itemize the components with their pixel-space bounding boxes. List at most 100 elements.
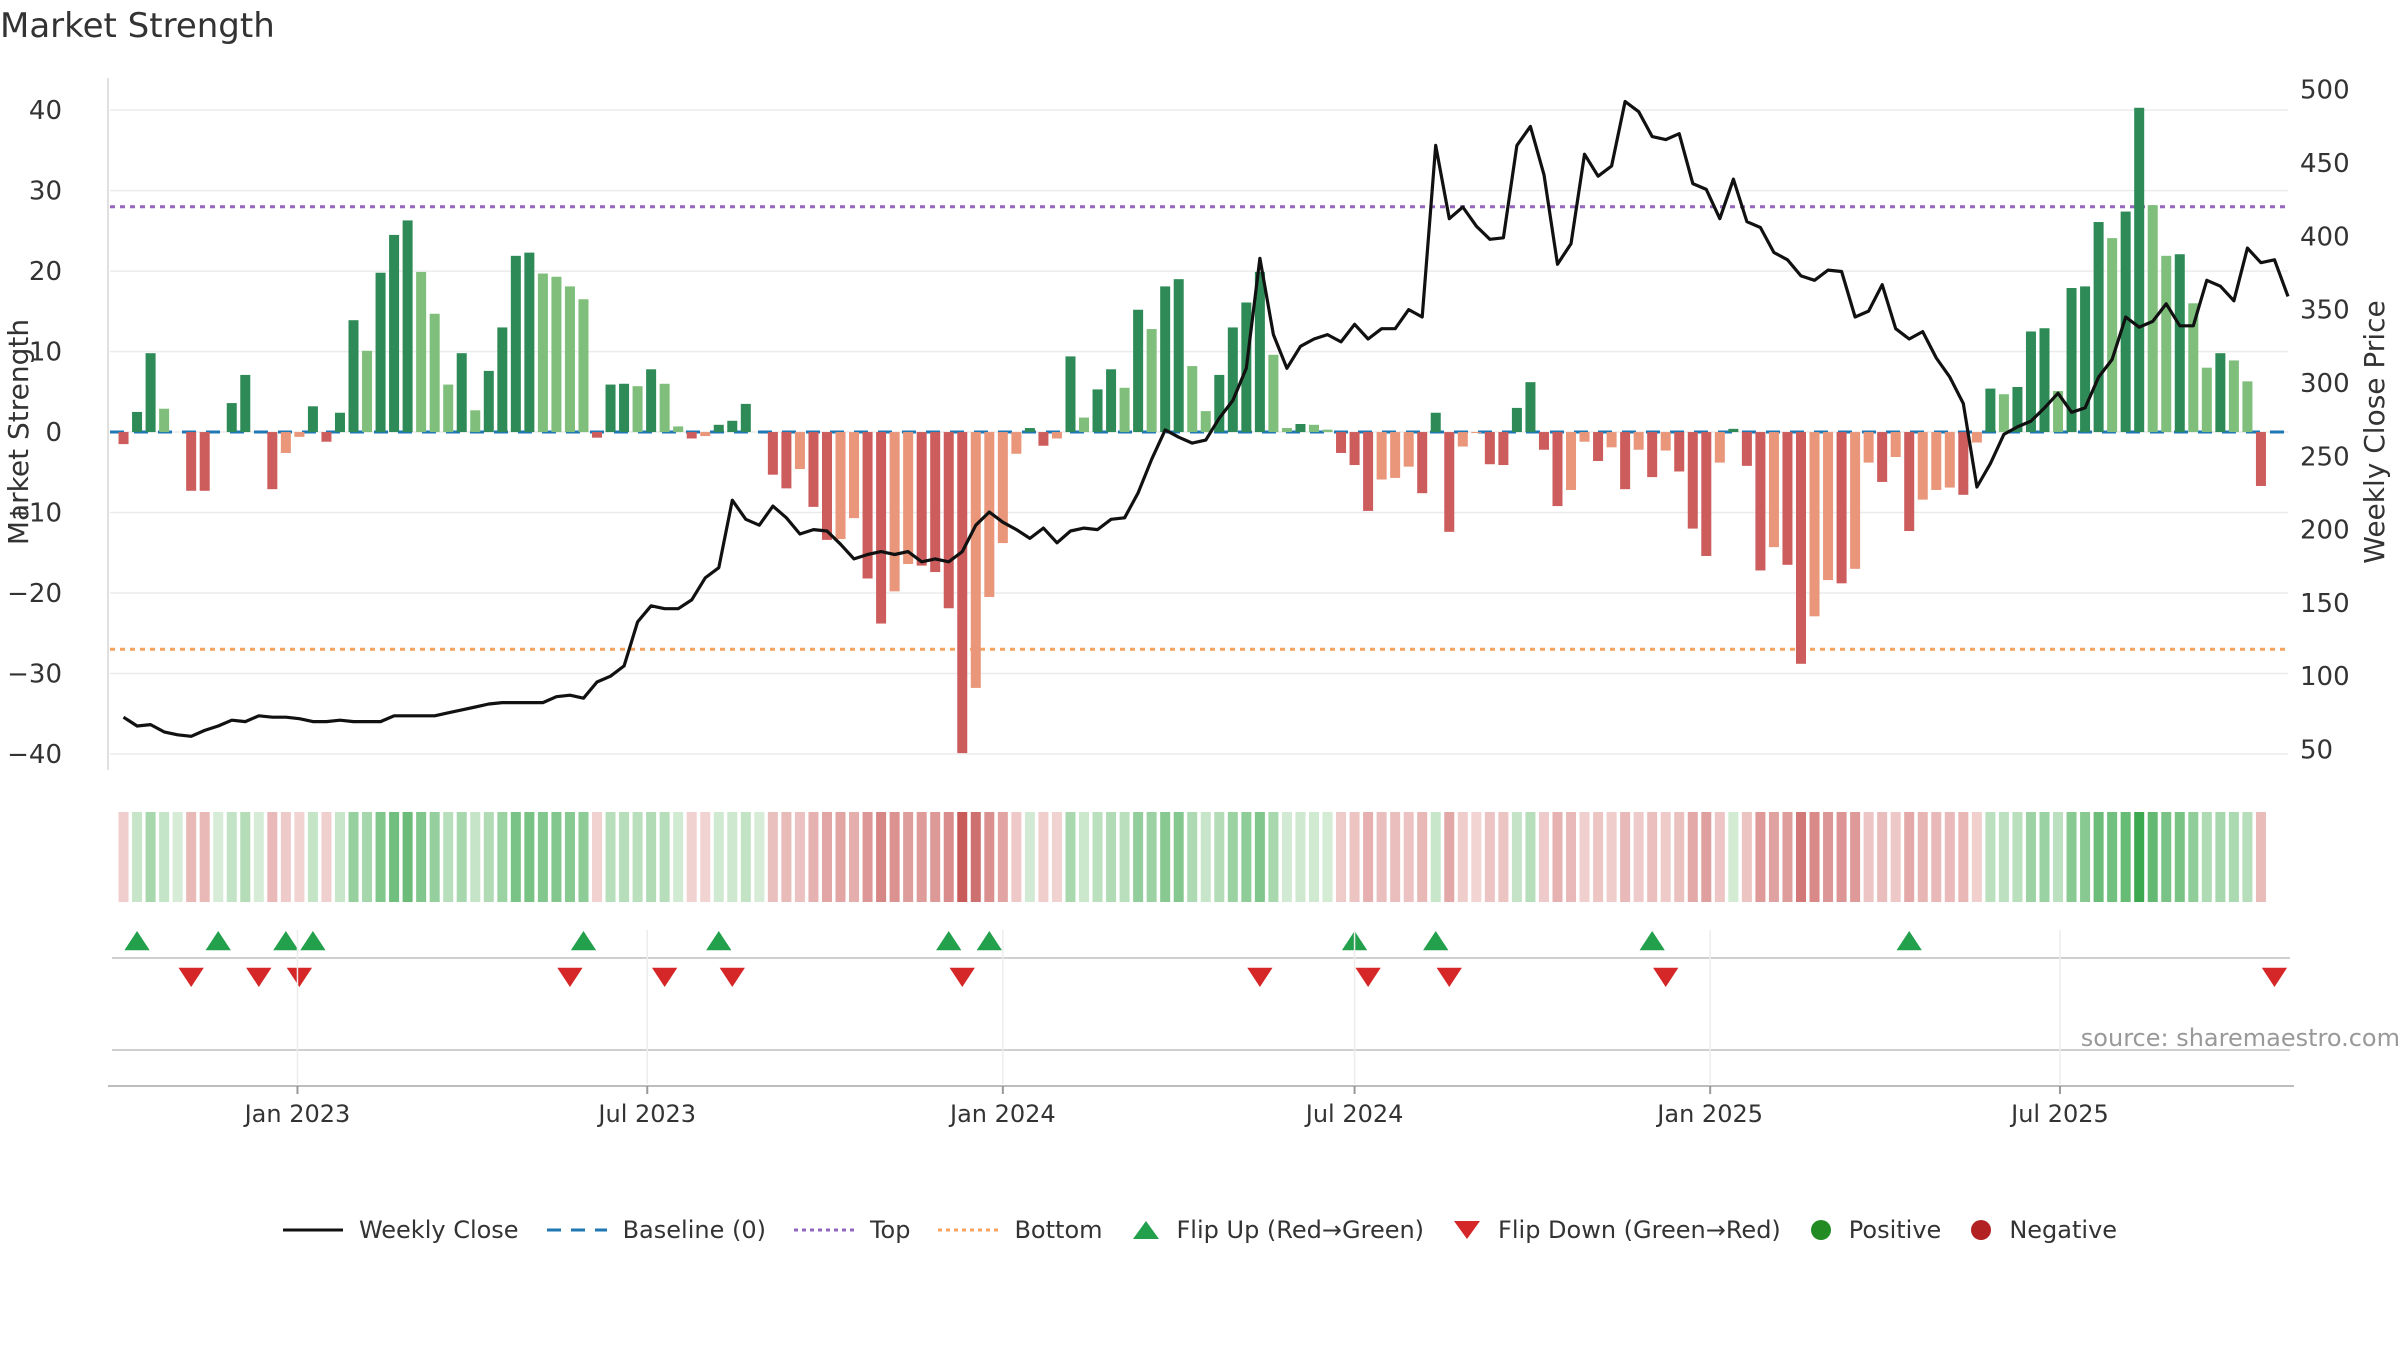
strength-bar	[1552, 432, 1563, 507]
strength-bar	[943, 432, 954, 609]
strength-bar	[2039, 328, 2050, 433]
strength-bar	[470, 410, 481, 433]
flip-down-marker	[1436, 967, 1462, 987]
heat-cell	[307, 812, 318, 902]
heat-cell	[1173, 812, 1184, 902]
strength-bar	[1119, 387, 1130, 433]
strength-bar	[1579, 432, 1590, 442]
strength-bar	[524, 252, 535, 433]
heat-cell	[402, 812, 413, 902]
axes: −40 −30 −20 −10 0 10 20 30 40 50 100 150 200 250 300 35…	[7, 76, 2350, 770]
heat-cell	[1741, 812, 1752, 902]
y-tick-label: 0	[45, 418, 62, 448]
strength-bar	[1484, 432, 1495, 465]
strength-bar	[889, 432, 900, 592]
heat-cell	[1444, 812, 1455, 902]
heat-cell	[551, 812, 562, 902]
heat-cell	[362, 812, 373, 902]
strength-bar	[984, 432, 995, 597]
heat-cell	[524, 812, 535, 902]
strength-bar	[1917, 432, 1928, 500]
flip-down-marker	[651, 967, 678, 987]
heat-cell	[334, 812, 345, 902]
strength-bar	[1471, 432, 1482, 434]
heat-cell	[2147, 812, 2158, 902]
heat-cell	[1146, 812, 1157, 902]
legend-item-baseline: Baseline (0)	[546, 1216, 766, 1244]
strength-bar	[2066, 288, 2077, 433]
flip-down-marker	[246, 967, 272, 987]
strength-bar	[1998, 394, 2009, 433]
heat-cell	[2228, 812, 2239, 902]
y2-tick-label: 400	[2300, 222, 2350, 252]
market-strength-chart: −40 −30 −20 −10 0 10 20 30 40 50 100 150 200 250 300 35…	[2, 76, 2391, 1128]
heat-cell	[916, 812, 927, 902]
heat-cell	[2161, 812, 2172, 902]
strength-bar	[903, 432, 914, 565]
heat-cell	[903, 812, 914, 902]
y2-tick-label: 350	[2300, 296, 2350, 326]
heat-cell	[1647, 812, 1658, 902]
strength-bar	[280, 432, 291, 453]
strength-bar	[1363, 432, 1374, 511]
heat-cell	[456, 812, 467, 902]
heat-cell	[984, 812, 995, 902]
strength-bar	[1511, 407, 1522, 433]
strength-bar	[1011, 432, 1022, 454]
strength-bar	[267, 432, 278, 490]
strength-bar	[1660, 432, 1671, 451]
heat-cell	[1863, 812, 1874, 902]
legend-dotted-icon	[938, 1228, 999, 1232]
heat-cell	[1904, 812, 1915, 902]
heat-cell	[2107, 812, 2118, 902]
heat-cell	[713, 812, 724, 902]
strength-bar	[1038, 432, 1049, 446]
heat-cell	[2053, 812, 2064, 902]
heat-cell	[1322, 812, 1333, 902]
flip-up-marker	[976, 931, 1002, 951]
heat-cell	[1471, 812, 1482, 902]
heat-cell	[1606, 812, 1617, 902]
flip-up-marker	[124, 931, 150, 951]
strength-bar	[334, 412, 345, 433]
heat-cell	[930, 812, 941, 902]
flip-down-marker	[2261, 967, 2288, 987]
heat-cell	[2093, 812, 2104, 902]
strength-bar	[443, 384, 454, 433]
strength-bar	[1877, 432, 1888, 482]
legend-item-flip-down: Flip Down (Green→Red)	[1452, 1216, 1781, 1244]
y-axis-label: Market Strength	[2, 319, 35, 545]
strength-bar	[1349, 432, 1360, 466]
gridlines	[110, 109, 2288, 755]
heat-cell	[186, 812, 197, 902]
heat-cell	[835, 812, 846, 902]
heat-cell	[1295, 812, 1306, 902]
strength-bar	[118, 432, 129, 445]
strength-bar	[132, 411, 143, 433]
strength-bar	[564, 286, 575, 433]
heat-cell	[1511, 812, 1522, 902]
strength-bar	[2188, 303, 2199, 433]
heat-cell	[889, 812, 900, 902]
flip-up-marker	[1639, 931, 1665, 951]
heat-cell	[2188, 812, 2199, 902]
strength-bar	[1336, 432, 1347, 453]
legend-item-top: Top	[793, 1216, 910, 1244]
strength-bar	[619, 383, 630, 433]
source-note: source: sharemaestro.com	[2080, 1024, 2400, 1052]
heat-cell	[2039, 812, 2050, 902]
strength-bar	[1444, 432, 1455, 532]
heat-cell	[1985, 812, 1996, 902]
heat-cell	[876, 812, 887, 902]
y2-tick-label: 150	[2300, 589, 2350, 619]
strength-bar	[456, 353, 467, 433]
strength-bar	[186, 432, 197, 491]
strength-bar	[362, 350, 373, 433]
strength-bar	[1836, 432, 1847, 584]
heat-cell	[2242, 812, 2253, 902]
strength-bar	[930, 432, 941, 573]
heat-cell	[754, 812, 765, 902]
strength-bar	[321, 432, 332, 442]
heat-cell	[1403, 812, 1414, 902]
strength-bar	[2147, 205, 2158, 433]
